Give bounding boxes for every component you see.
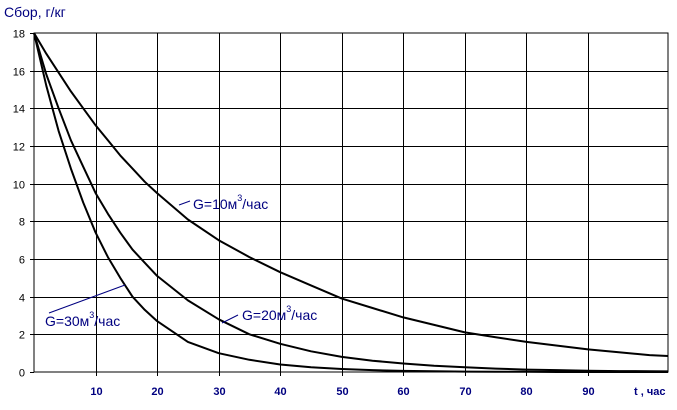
series-annotations: G=10м3/час G=20м3/час G=30м3/час xyxy=(45,193,317,329)
series-line-3 xyxy=(33,32,668,373)
y-tick-label: 10 xyxy=(13,180,25,192)
plot-frame xyxy=(33,32,669,373)
x-tick-label: 70 xyxy=(459,386,471,398)
y-tick-label: 14 xyxy=(13,104,25,116)
axes xyxy=(30,32,669,376)
y-tick-labels: 0 2 4 6 8 10 12 14 16 18 xyxy=(13,29,25,380)
x-tick-labels: 10 20 30 40 50 60 70 80 90 xyxy=(90,386,594,398)
y-tick-label: 16 xyxy=(13,67,25,79)
y-axis-label: Сбор, г/кг xyxy=(4,4,66,20)
annotation-leader-2 xyxy=(221,314,239,324)
x-tick-label: 10 xyxy=(90,386,102,398)
x-tick-label: 60 xyxy=(397,386,409,398)
x-axis-label: t , час xyxy=(634,386,665,398)
series-label-3: G=30м3/час xyxy=(45,310,120,329)
x-tick-label: 50 xyxy=(336,386,348,398)
y-tick-label: 18 xyxy=(13,29,25,41)
x-tick-label: 20 xyxy=(151,386,163,398)
y-tick-label: 2 xyxy=(19,330,25,342)
x-tick-label: 40 xyxy=(274,386,286,398)
series-label-2: G=20м3/час xyxy=(242,304,317,323)
x-tick-label: 30 xyxy=(213,386,225,398)
y-tick-label: 6 xyxy=(19,255,25,267)
annotation-leader-3 xyxy=(48,284,126,314)
y-tick-label: 12 xyxy=(13,142,25,154)
series-label-1: G=10м3/час xyxy=(193,193,268,212)
series-lines xyxy=(33,32,669,373)
series-line-2 xyxy=(33,32,669,373)
x-tick-label: 80 xyxy=(520,386,532,398)
y-tick-label: 4 xyxy=(19,293,25,305)
y-tick-label: 0 xyxy=(19,368,25,380)
x-tick-label: 90 xyxy=(582,386,594,398)
annotation-leader-1 xyxy=(178,200,191,206)
series-line-1 xyxy=(33,32,669,357)
y-tick-label: 8 xyxy=(19,217,25,229)
grid xyxy=(34,33,668,372)
